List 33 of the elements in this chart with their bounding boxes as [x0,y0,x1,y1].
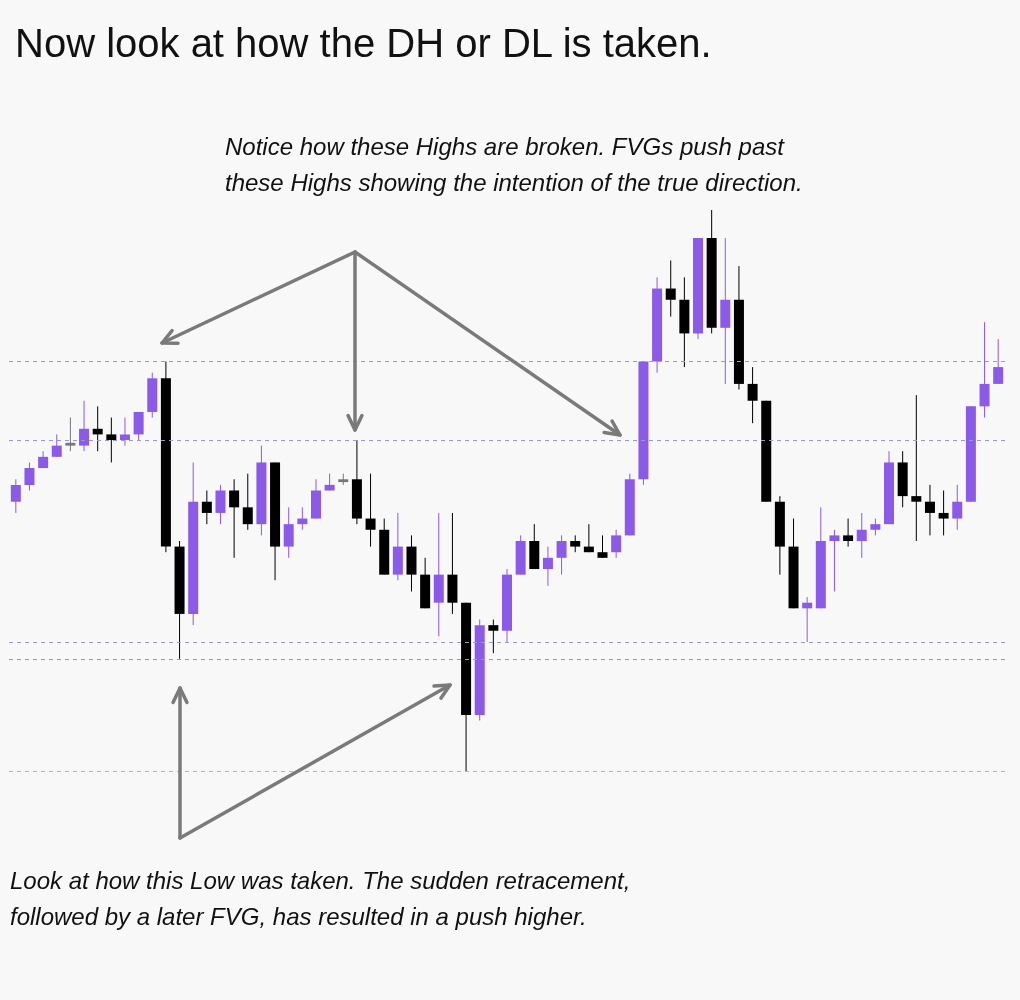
candlestick [65,417,76,452]
candlestick [924,484,935,536]
candlestick [747,366,758,424]
candlestick [993,338,1004,385]
candlestick [10,478,21,514]
candlestick [938,490,949,536]
candlestick [229,478,240,559]
candlestick [133,411,144,441]
candlestick [556,534,567,576]
candlestick [79,400,90,452]
candlestick [283,506,294,559]
candlestick [665,259,676,318]
candlestick [979,321,990,419]
candlestick [242,473,253,531]
candlestick [829,529,840,592]
candlestick [24,461,35,491]
text: Look at how this Low was taken. The sudden retracement, followed by a later FVG, has resulted in a push higher. [10,866,638,930]
candlestick [911,394,922,542]
candlestick [843,518,854,548]
candlestick [542,546,553,587]
text: Notice how these Highs are broken. FVGs push past these Highs showing the intention of the true direction. [225,132,803,196]
candlestick [51,433,62,458]
candlestick [611,529,622,559]
chart-title: Now look at how the DH or DL is taken. [15,21,712,65]
candlestick [119,417,130,447]
candlestick [215,484,226,525]
candlestick [488,619,499,654]
candlestick [201,490,212,525]
candlestick [597,534,608,559]
candlestick [952,484,963,531]
candlestick [856,512,867,559]
candlestick [106,417,117,463]
candlestick [365,473,376,548]
